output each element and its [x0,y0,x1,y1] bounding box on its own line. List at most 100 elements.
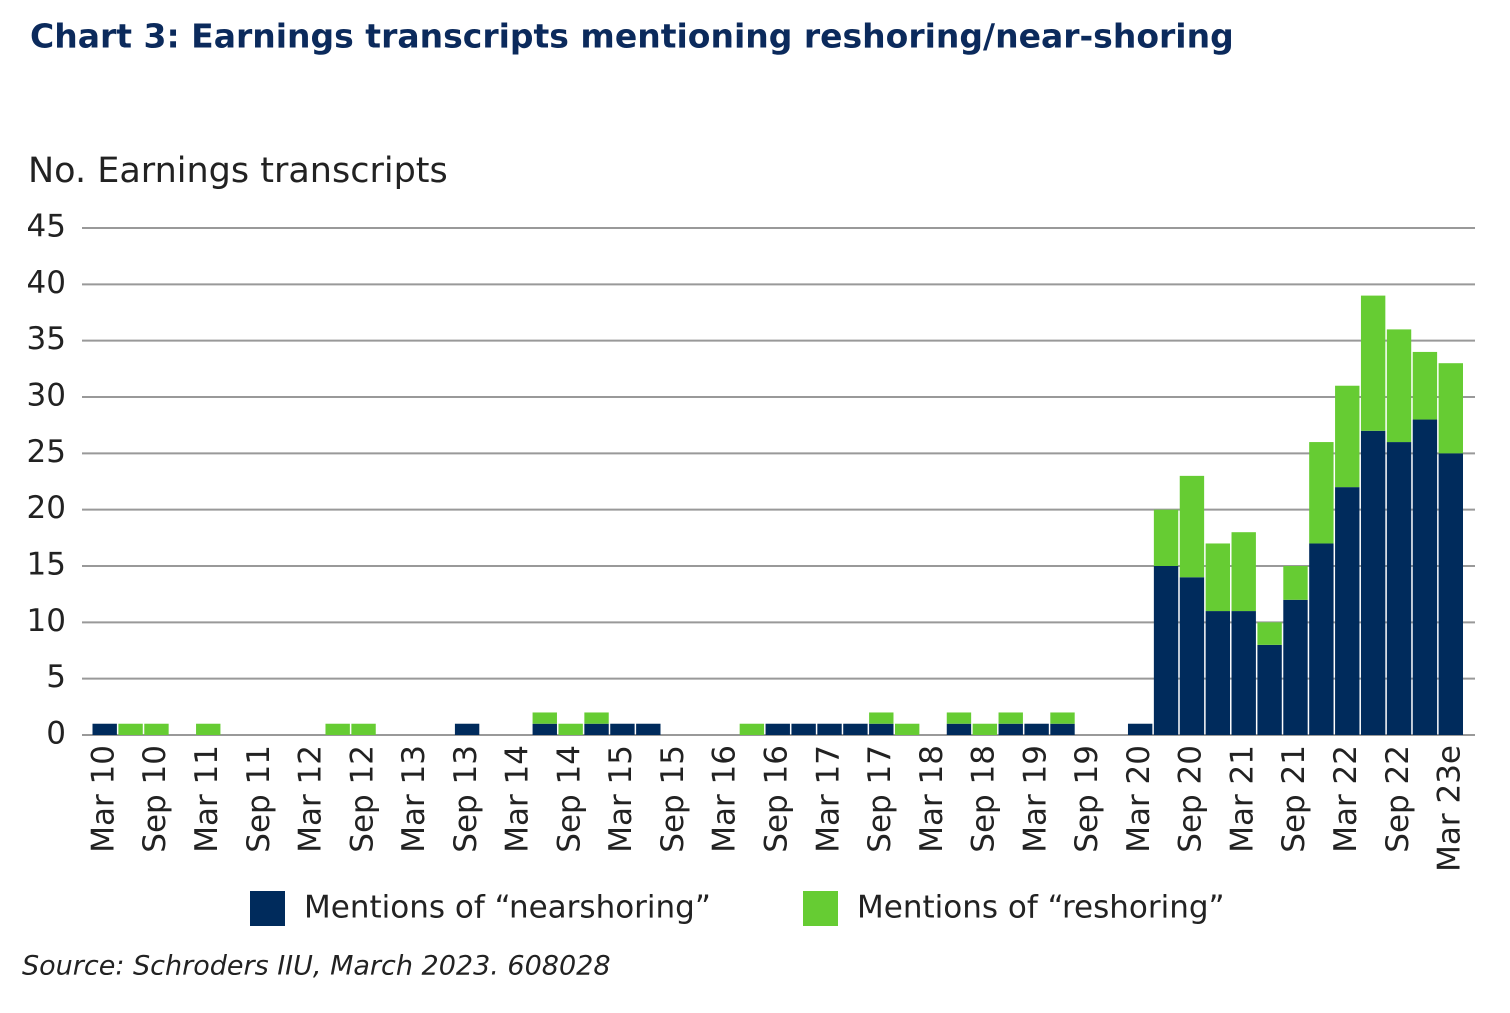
bar-segment [1335,487,1360,735]
bar-segment [532,723,557,735]
source: Source: Schroders IIU, March 2023. 60802… [22,951,611,982]
bar-segment [558,723,583,735]
bar-segment [1335,385,1360,488]
bar-segment [972,723,998,735]
bar-segment [1309,442,1334,544]
bar-segment [1153,509,1179,566]
x-tick-label: Sep 14 [551,745,587,853]
bar-segment [946,712,972,724]
x-tick-label: Mar 15 [603,745,639,853]
x-tick-label: Mar 14 [500,745,536,853]
bar-segment [1283,566,1308,600]
legend-swatch [250,891,285,926]
y-tick-label: 25 [27,434,66,470]
y-tick-label: 15 [27,547,66,583]
bar-segment [791,723,816,735]
legend-swatch [803,891,838,926]
x-tick-label: Mar 19 [1017,745,1053,853]
legend-label: Mentions of “nearshoring” [304,890,711,926]
x-tick-label: Sep 11 [241,745,277,853]
bar-segment [843,723,868,735]
x-tick-label: Mar 12 [293,745,329,853]
bar-segment [765,723,790,735]
x-tick-label: Mar 11 [189,745,225,853]
y-axis-label: No. Earnings transcripts [28,151,448,191]
y-tick-label: 0 [46,716,66,752]
bar-segment [998,712,1023,724]
bar-segment [1412,351,1438,420]
bar-segment [946,723,972,735]
bar-segment [739,723,765,735]
bar-segment [869,712,894,724]
bar-segment [118,723,143,735]
y-tick-label: 45 [27,209,66,245]
y-tick-label: 5 [46,659,66,695]
bar-segment [532,712,557,724]
x-tick-label: Sep 17 [862,745,898,853]
x-tick-label: Sep 19 [1069,745,1105,853]
y-tick-label: 35 [27,321,66,357]
bar-segment [1153,566,1179,735]
bar-segment [1438,453,1463,735]
x-tick-label: Sep 13 [448,745,484,853]
bar-segment [869,723,894,735]
bar-segment [351,723,376,735]
x-tick-label: Mar 23e [1432,745,1468,872]
bar-segment [1050,712,1075,724]
bar-segment [1412,419,1438,735]
bar-segment [1205,611,1231,735]
bar-segment [1127,723,1153,735]
bar-segment [1231,532,1256,612]
bar-segment [584,723,609,735]
x-tick-label: Sep 12 [344,745,380,853]
x-tick-label: Mar 22 [1328,745,1364,853]
x-tick-label: Sep 15 [655,745,691,853]
bar-segment [636,723,661,735]
bar-segment [196,723,221,735]
x-tick-label: Mar 20 [1121,745,1157,853]
bar-segment [1050,723,1075,735]
x-tick-label: Sep 10 [137,745,173,853]
y-tick-label: 30 [27,378,66,414]
bar-segment [1257,644,1282,735]
bar-segment [454,723,480,735]
bar-segment [584,712,609,724]
bar-segment [1205,543,1231,612]
x-tick-label: Sep 16 [759,745,795,853]
bar-segment [610,723,635,735]
bar-segment [1179,577,1205,735]
x-tick-label: Sep 21 [1276,745,1312,853]
bar-segment [1386,442,1412,735]
x-tick-label: Sep 18 [966,745,1002,853]
y-tick-label: 10 [27,603,66,639]
bar-segment [1283,599,1308,735]
y-tick-label: 20 [27,490,66,526]
legend-label: Mentions of “reshoring” [857,890,1225,926]
bar-segment [1179,475,1205,578]
bar-segment [1309,543,1334,735]
bar-segment [92,723,117,735]
bar-segment [144,723,169,735]
bar-segment [998,723,1023,735]
x-tick-label: Mar 17 [810,745,846,853]
x-tick-label: Mar 16 [707,745,743,853]
bar-segment [1024,723,1049,735]
bar-segment [894,723,920,735]
bar-segment [1438,363,1463,454]
x-tick-label: Mar 18 [914,745,950,853]
x-tick-label: Sep 22 [1380,745,1416,853]
bar-segment [817,723,842,735]
bar-segment [1257,622,1282,645]
x-tick-label: Mar 10 [85,745,121,853]
x-tick-label: Sep 20 [1173,745,1209,853]
bar-segment [1231,611,1256,735]
x-tick-label: Mar 21 [1224,745,1260,853]
x-tick-label: Mar 13 [396,745,432,853]
y-tick-label: 40 [27,265,66,301]
chart-title: Chart 3: Earnings transcripts mentioning… [30,17,1234,56]
bar-segment [1386,329,1412,443]
bar-segment [1360,295,1386,431]
bar-segment [325,723,350,735]
bar-segment [1360,430,1386,735]
